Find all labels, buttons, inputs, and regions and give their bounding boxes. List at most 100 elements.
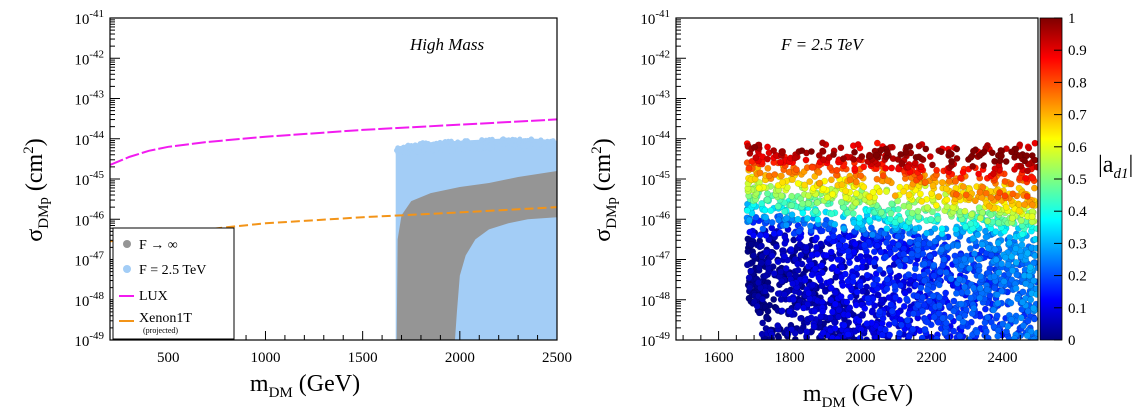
scatter-point <box>817 240 825 248</box>
colorbar-tick-label: 0.5 <box>1068 172 1087 188</box>
scatter-point <box>831 324 839 332</box>
colorbar-ticks: 0 0.1 0.2 0.3 0.4 0.5 0.6 0.7 0.8 0.9 1 <box>1054 11 1087 349</box>
scatter-point <box>940 256 948 263</box>
scatter-point <box>852 178 860 186</box>
scatter-point <box>815 169 823 176</box>
right-panel: 1600 1800 2000 2200 2400 10-49 10-48 10-47 10-46… <box>589 8 1133 407</box>
legend-marker-blue <box>123 265 131 273</box>
left-y-tick-label: 10-48 <box>74 290 104 310</box>
scatter-point <box>810 323 818 331</box>
blue-point <box>404 143 410 149</box>
right-y-tick-label: 10-48 <box>640 290 670 310</box>
scatter-point <box>883 276 891 283</box>
scatter-point <box>961 311 969 319</box>
scatter-point <box>914 301 922 309</box>
scatter-point <box>750 231 757 239</box>
left-y-tick-label: 10-43 <box>74 89 104 109</box>
scatter-point <box>1018 298 1026 306</box>
scatter-point <box>773 243 780 250</box>
scatter-point <box>759 225 767 233</box>
scatter-point <box>930 272 938 280</box>
scatter-point <box>1031 139 1038 147</box>
scatter-point <box>1012 245 1020 252</box>
scatter-point <box>901 289 909 297</box>
scatter-point <box>849 210 857 217</box>
scatter-point <box>1023 192 1031 200</box>
scatter-point <box>788 201 796 209</box>
scatter-point <box>947 275 955 283</box>
left-annotation: High Mass <box>409 35 485 54</box>
left-x-tick-label: 2500 <box>542 350 572 366</box>
scatter-point <box>844 311 852 319</box>
scatter-point <box>932 201 940 209</box>
scatter-point <box>897 151 905 158</box>
scatter-point <box>1011 166 1018 173</box>
scatter-point <box>870 248 878 256</box>
right-x-tick-label: 1600 <box>704 350 734 366</box>
scatter-point <box>844 247 852 255</box>
scatter-point <box>794 215 802 223</box>
scatter-point <box>764 190 771 198</box>
scatter-point <box>839 282 847 289</box>
scatter-point <box>931 225 939 233</box>
scatter-point <box>891 192 899 200</box>
scatter-point <box>762 272 770 280</box>
scatter-point <box>743 207 751 214</box>
scatter-point <box>802 156 810 164</box>
scatter-point <box>768 219 776 226</box>
scatter-point <box>778 307 786 315</box>
scatter-point <box>823 194 831 201</box>
right-scatter-points <box>743 139 1038 340</box>
scatter-point <box>895 241 902 249</box>
scatter-point <box>786 308 794 315</box>
scatter-point <box>806 178 814 186</box>
right-x-tick-label: 2400 <box>988 350 1018 366</box>
scatter-point <box>813 243 820 251</box>
blue-point <box>451 141 457 148</box>
scatter-point <box>790 296 797 304</box>
scatter-point <box>936 268 944 276</box>
scatter-point <box>956 332 964 340</box>
scatter-point <box>991 284 999 292</box>
scatter-point <box>844 233 852 241</box>
scatter-point <box>883 148 891 156</box>
scatter-point <box>926 253 934 260</box>
blue-point <box>460 146 466 153</box>
scatter-point <box>971 197 979 205</box>
scatter-point <box>982 227 989 235</box>
blue-point <box>512 142 518 149</box>
scatter-point <box>975 255 983 263</box>
scatter-point <box>1033 290 1038 298</box>
scatter-point <box>847 293 855 301</box>
scatter-point <box>827 255 835 263</box>
scatter-point <box>962 191 970 199</box>
blue-point <box>420 140 426 146</box>
blue-point <box>487 145 493 151</box>
scatter-point <box>775 216 783 224</box>
scatter-point <box>1030 277 1038 285</box>
scatter-point <box>896 329 903 337</box>
scatter-point <box>1004 322 1012 330</box>
scatter-point <box>803 328 811 336</box>
scatter-point <box>763 314 770 322</box>
scatter-point <box>764 164 772 172</box>
scatter-point <box>1000 278 1008 285</box>
scatter-point <box>806 295 814 303</box>
scatter-point <box>980 148 988 156</box>
scatter-point <box>967 245 974 252</box>
scatter-point <box>908 250 916 258</box>
scatter-point <box>768 252 776 260</box>
scatter-point <box>1030 304 1037 312</box>
scatter-point <box>987 194 995 202</box>
scatter-point <box>834 335 841 340</box>
scatter-point <box>967 294 975 302</box>
scatter-point <box>791 154 799 162</box>
scatter-point <box>923 204 931 211</box>
scatter-point <box>767 207 775 215</box>
colorbar-tick-label: 0.9 <box>1068 43 1087 59</box>
scatter-point <box>876 308 884 315</box>
scatter-point <box>935 310 943 317</box>
scatter-point <box>902 256 909 263</box>
left-x-tick-label: 2000 <box>445 350 475 366</box>
scatter-point <box>808 148 815 155</box>
